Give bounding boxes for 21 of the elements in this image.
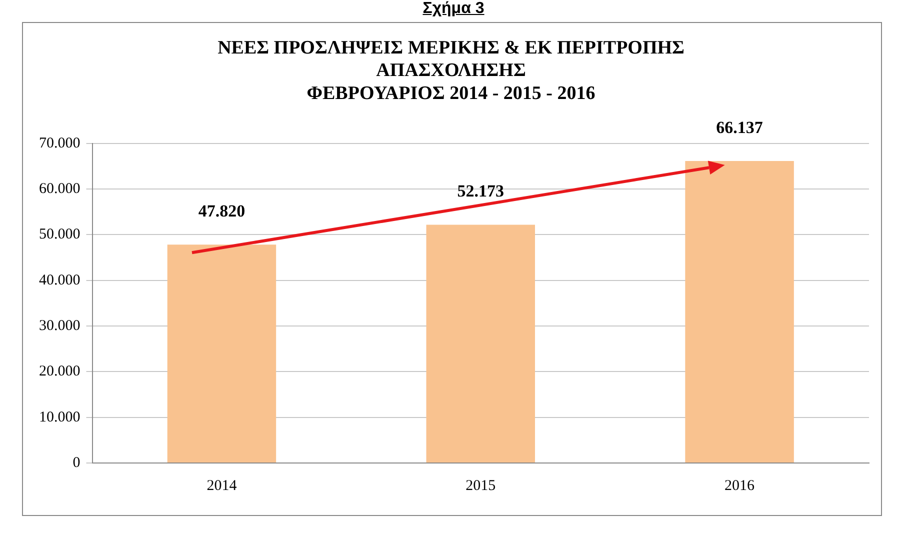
x-tick-label: 2016: [724, 478, 756, 494]
bar: [426, 224, 535, 462]
y-tick-label: 30.000: [39, 318, 80, 334]
y-tick-label: 20.000: [39, 364, 80, 380]
y-tick-label: 50.000: [39, 226, 80, 243]
y-tick-label: 60.000: [39, 180, 80, 197]
y-tick-label: 10.000: [39, 409, 80, 426]
data-label: 66.137: [716, 118, 764, 137]
x-tick-label: 2015: [466, 478, 496, 494]
text: Σχήμα 3: [422, 0, 486, 18]
data-label: 52.173: [457, 182, 504, 201]
bar: [685, 161, 794, 462]
text: ΦΕΒΡΟΥΑΡΙΟΣ 2014 - 2015 - 2016: [306, 82, 596, 104]
y-tick-label: 0: [72, 454, 80, 471]
y-tick-label: 40.000: [39, 272, 80, 288]
y-tick-label: 70.000: [39, 135, 80, 152]
data-label: 47.820: [198, 202, 246, 221]
x-tick-label: 2014: [206, 478, 238, 494]
text: ΝΕΕΣ ΠΡΟΣΛΗΨΕΙΣ ΜΕΡΙΚΗΣ & ΕΚ ΠΕΡΙΤΡΟΠΗΣ: [218, 37, 684, 58]
bar: [167, 244, 276, 462]
text: ΑΠΑΣΧΟΛΗΣΗΣ: [376, 60, 526, 82]
